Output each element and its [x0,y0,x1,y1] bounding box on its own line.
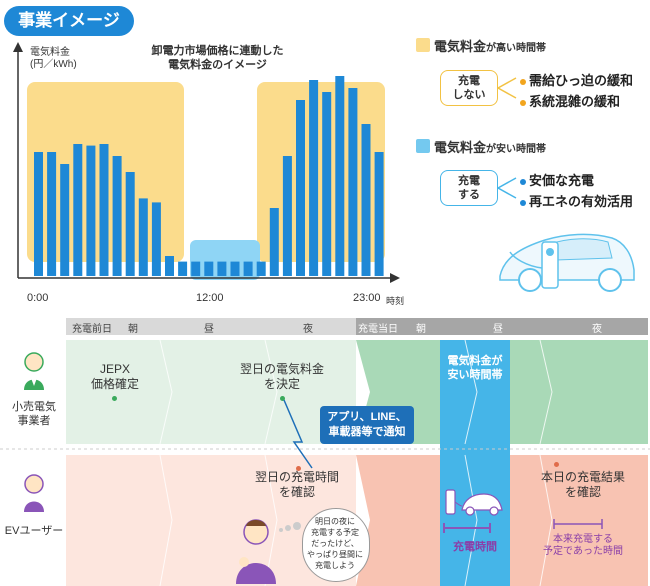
charge-box: 充電 する [440,170,498,206]
timeline-day1-morning: 朝 [128,324,138,335]
jepx-marker [112,396,117,401]
price-bar [322,92,332,276]
price-bar [99,144,109,276]
price-bar [269,208,279,276]
retailer-lane-label: 小売電気 事業者 [12,401,56,427]
price-bar [309,80,319,276]
chart-title: 卸電力市場価格に連動した 電気料金のイメージ [151,45,284,71]
thought-bubble-text: 明日の夜に 充電する予定 だったけど、 やっぱり昼間に 充電しよう [307,517,363,570]
x-tick-2300: 23:00 [353,292,381,304]
price-bar [165,256,174,276]
price-bar [256,261,266,276]
thinking-user-illustration [236,519,276,584]
jepx-price-fixed: JEPX 価格確定 [90,362,139,391]
planned-time-label: 本来充電する 予定であった時間 [543,534,623,557]
arrows-high [497,77,517,99]
x-tick-0000: 0:00 [27,292,49,304]
y-axis-arrow [13,42,23,52]
timeline-day2-night: 夜 [592,324,602,335]
effect-demand-relief: 需給ひっ迫の緩和 [520,70,633,89]
price-bar [204,261,214,276]
next-day-price-decided: 翌日の電気料金 を決定 [239,362,324,391]
price-bar [296,100,305,276]
timeline-day1-night: 夜 [303,324,313,335]
timeline-day1-noon: 昼 [204,324,214,335]
timeline-day2-noon: 昼 [493,324,503,335]
price-bar [151,202,161,276]
ev-user-person-icon [24,474,44,512]
price-bar [348,88,358,276]
price-bar [47,152,57,276]
timeline-day2-morning: 朝 [416,324,426,335]
charge-time-range [443,523,491,533]
price-bar [361,124,371,276]
notify-text: アプリ、LINE、 車載器等で通知 [327,411,407,438]
charge-time-label: 充電時間 [453,541,497,553]
legend-high: 電気料金が高い時間帯 [434,39,547,54]
effect-cheap-charging: 安価な充電 [520,170,594,189]
price-bar [73,144,83,276]
price-bar [243,261,253,276]
ev-user-lane-label: EVユーザー [4,525,64,537]
no-charge-box: 充電 しない [440,70,498,106]
result-marker [554,462,559,467]
x-axis-arrow [390,273,400,283]
price-bar [34,152,43,276]
thought-dots [279,522,301,532]
price-bar [217,261,227,276]
thought-bubble [302,508,370,582]
price-bar [86,145,96,276]
timeline-day2-label: 充電当日 [358,324,398,335]
page-title: 事業イメージ [4,6,134,36]
price-bars [34,76,384,276]
decide-marker [280,396,285,401]
ev-car-illustration [499,233,635,292]
price-bar [60,164,70,276]
price-bar [178,261,188,276]
arrows-low [497,177,517,199]
x-axis-label: 時刻 [386,296,405,306]
retailer-person-icon [24,352,44,390]
confirm-marker [296,466,301,471]
legend-low: 電気料金が安い時間帯 [434,140,547,155]
price-bar [230,261,240,276]
notify-lightning [283,399,313,469]
timeline-day1-label: 充電前日 [72,324,112,335]
effect-renewables: 再エネの有効活用 [520,191,633,210]
price-bar [125,172,135,276]
price-chart [13,42,400,283]
planned-time-range [553,519,603,529]
price-bar [282,156,292,276]
timeline-day2-bar [356,318,648,335]
confirm-result: 本日の充電結果 を確認 [540,470,625,499]
price-bar [112,156,122,276]
timeline-day1-bar [66,318,356,335]
x-tick-1200: 12:00 [196,292,224,304]
chart-ylabel: 電気料金 (円／kWh) [30,47,77,70]
price-bar [374,152,384,276]
price-bar [138,198,148,276]
legend-low-swatch [416,139,430,153]
notify-box [320,406,414,444]
effect-congestion-relief: 系統混雑の緩和 [520,91,620,110]
price-bar [191,261,201,276]
cheap-period-label: 電気料金が 安い時間帯 [447,355,503,381]
swimlanes [0,338,650,586]
charging-car-icon [445,489,503,516]
legend-high-swatch [416,38,430,52]
confirm-charge-time: 翌日の充電時間 を確認 [254,470,339,499]
price-bar [335,76,345,276]
